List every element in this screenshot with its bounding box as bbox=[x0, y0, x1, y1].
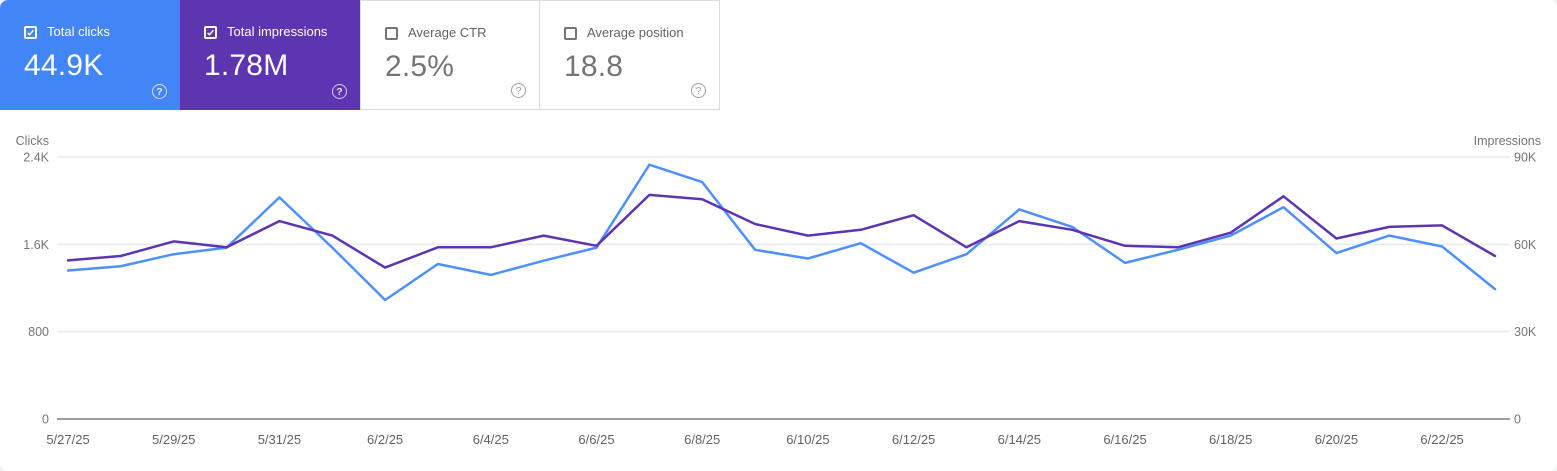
right-axis-tick: 90K bbox=[1514, 151, 1537, 165]
help-icon[interactable]: ? bbox=[332, 84, 347, 99]
card-label: Average position bbox=[587, 25, 684, 40]
x-axis-tick: 6/8/25 bbox=[684, 432, 720, 447]
card-header: Average CTR bbox=[385, 25, 539, 41]
right-axis-tick: 30K bbox=[1514, 325, 1537, 339]
metric-cards: Total clicks 44.9K ? Total impressions 1… bbox=[0, 0, 1557, 110]
metric-card-average-position[interactable]: Average position 18.8 ? bbox=[540, 0, 720, 110]
right-axis-tick: 60K bbox=[1514, 238, 1537, 252]
left-axis-tick: 2.4K bbox=[23, 151, 49, 165]
x-axis-tick: 6/22/25 bbox=[1420, 432, 1463, 447]
right-axis-tick: 0 bbox=[1514, 413, 1521, 427]
card-header: Average position bbox=[564, 25, 719, 41]
x-axis-tick: 6/18/25 bbox=[1209, 432, 1252, 447]
x-axis-tick: 6/6/25 bbox=[578, 432, 614, 447]
chart-canvas: Clicks Impressions 2.4K 1.6K 800 0 90K 60K 30K 0 5… bbox=[16, 134, 1541, 447]
card-header: Total impressions bbox=[204, 24, 360, 40]
metric-card-total-clicks[interactable]: Total clicks 44.9K ? bbox=[0, 0, 180, 110]
metric-card-average-ctr[interactable]: Average CTR 2.5% ? bbox=[360, 0, 540, 110]
card-label: Total clicks bbox=[47, 24, 110, 39]
left-axis-title: Clicks bbox=[16, 134, 49, 148]
impressions-line bbox=[66, 193, 1497, 269]
right-axis-title: Impressions bbox=[1474, 134, 1541, 148]
card-header: Total clicks bbox=[24, 24, 180, 40]
x-axis-tick: 6/4/25 bbox=[473, 432, 509, 447]
help-icon[interactable]: ? bbox=[511, 83, 526, 98]
checkbox-average-position[interactable] bbox=[564, 26, 577, 40]
x-axis-tick: 6/2/25 bbox=[367, 432, 403, 447]
x-axis-tick: 6/12/25 bbox=[892, 432, 935, 447]
checkbox-average-ctr[interactable] bbox=[385, 26, 398, 40]
x-axis-tick: 6/20/25 bbox=[1315, 432, 1358, 447]
average-ctr-value: 2.5% bbox=[385, 50, 455, 83]
total-clicks-value: 44.9K bbox=[24, 49, 104, 82]
x-axis-tick: 6/10/25 bbox=[786, 432, 829, 447]
checkbox-total-impressions[interactable] bbox=[204, 25, 217, 39]
left-axis-tick: 800 bbox=[28, 325, 49, 339]
total-impressions-value: 1.78M bbox=[204, 49, 289, 82]
checkbox-total-clicks[interactable] bbox=[24, 25, 37, 39]
left-axis-tick: 1.6K bbox=[23, 238, 49, 252]
metric-card-total-impressions[interactable]: Total impressions 1.78M ? bbox=[180, 0, 360, 110]
x-axis-tick: 5/27/25 bbox=[46, 432, 89, 447]
clicks-line bbox=[66, 163, 1497, 302]
help-icon[interactable]: ? bbox=[691, 83, 706, 98]
left-axis-tick: 0 bbox=[42, 413, 49, 427]
x-axis-tick: 6/14/25 bbox=[998, 432, 1041, 447]
timeseries-chart: Clicks Impressions 2.4K 1.6K 800 0 90K 60K 30K 0 5… bbox=[0, 125, 1557, 471]
x-axis-tick: 5/31/25 bbox=[258, 432, 301, 447]
card-label: Total impressions bbox=[227, 24, 328, 39]
x-axis-tick: 6/16/25 bbox=[1103, 432, 1146, 447]
x-axis-tick: 5/29/25 bbox=[152, 432, 195, 447]
help-icon[interactable]: ? bbox=[152, 84, 167, 99]
card-label: Average CTR bbox=[408, 25, 487, 40]
average-position-value: 18.8 bbox=[564, 50, 624, 83]
